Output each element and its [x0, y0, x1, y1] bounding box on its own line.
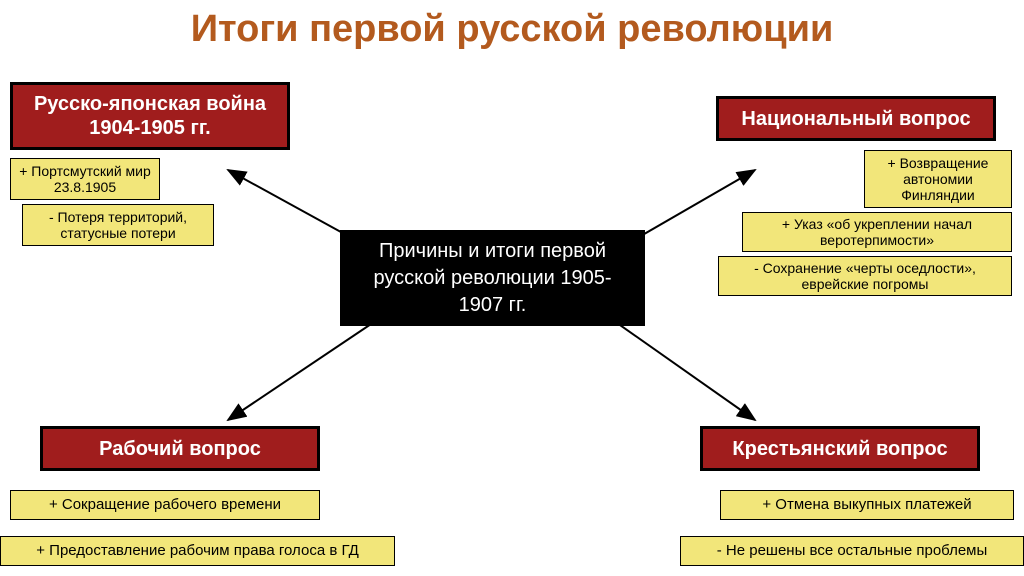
header-label: Крестьянский вопрос [732, 437, 947, 461]
note-redemption-payments: + Отмена выкупных платежей [720, 490, 1014, 520]
note-text: + Портсмутский мир 23.8.1905 [17, 163, 153, 195]
note-duma-vote: + Предоставление рабочим права голоса в … [0, 536, 395, 566]
note-work-hours: + Сокращение рабочего времени [10, 490, 320, 520]
note-finland-autonomy: + Возвращение автономии Финляндии [864, 150, 1012, 208]
note-text: + Отмена выкупных платежей [762, 496, 971, 513]
note-text: + Сокращение рабочего времени [49, 496, 281, 513]
header-label: Русско-японская война 1904-1905 гг. [21, 92, 279, 140]
header-national-question: Национальный вопрос [716, 96, 996, 141]
note-text: - Потеря территорий, статусные потери [29, 209, 207, 241]
note-text: + Предоставление рабочим права голоса в … [36, 542, 359, 559]
note-text: + Возвращение автономии Финляндии [871, 155, 1005, 203]
note-territory-loss: - Потеря территорий, статусные потери [22, 204, 214, 246]
header-peasant-question: Крестьянский вопрос [700, 426, 980, 471]
note-portsmouth-peace: + Портсмутский мир 23.8.1905 [10, 158, 160, 200]
note-text: + Указ «об укреплении начал веротерпимос… [749, 216, 1005, 248]
header-label: Национальный вопрос [741, 107, 970, 131]
page-title: Итоги первой русской революции [0, 0, 1024, 51]
note-pale-of-settlement: - Сохранение «черты оседлости», еврейски… [718, 256, 1012, 296]
center-topic: Причины и итоги первой русской революции… [340, 230, 645, 326]
note-text: - Не решены все остальные проблемы [717, 542, 988, 559]
header-label: Рабочий вопрос [99, 437, 261, 461]
header-russo-japanese-war: Русско-японская война 1904-1905 гг. [10, 82, 290, 150]
note-tolerance-edict: + Указ «об укреплении начал веротерпимос… [742, 212, 1012, 252]
header-labor-question: Рабочий вопрос [40, 426, 320, 471]
center-topic-text: Причины и итоги первой русской революции… [354, 238, 631, 319]
note-text: - Сохранение «черты оседлости», еврейски… [725, 260, 1005, 292]
note-unsolved-problems: - Не решены все остальные проблемы [680, 536, 1024, 566]
